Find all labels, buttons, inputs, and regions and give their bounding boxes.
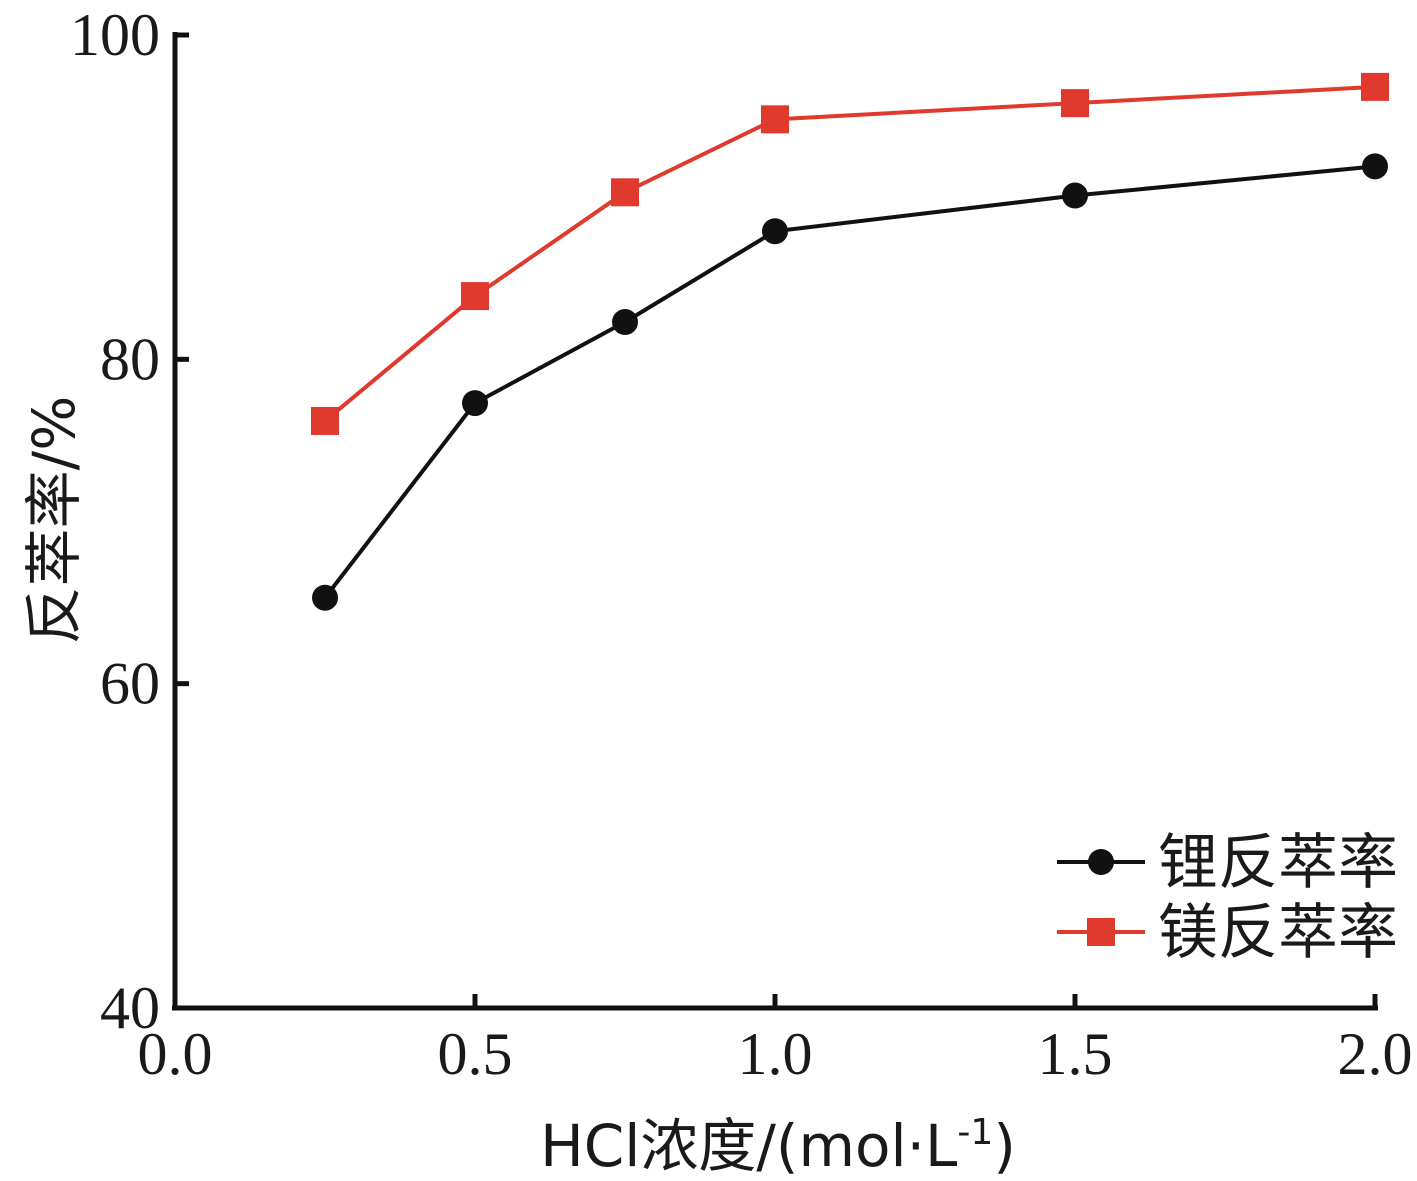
legend-item: 锂反萃率: [1057, 828, 1398, 898]
data-point: [462, 390, 488, 417]
series-line: [323, 84, 1376, 423]
y-axis-title: 反萃率/%: [20, 396, 88, 645]
data-point: [611, 178, 639, 207]
legend-label: 镁反萃率: [1158, 898, 1398, 968]
series-2: [311, 72, 1389, 435]
y-tick-label: 40: [100, 975, 160, 1041]
data-point: [1362, 153, 1388, 180]
x-axis-title-close: ): [993, 1112, 1016, 1180]
series-line: [323, 164, 1376, 599]
y-axis-ticks: 40 60 80 100: [70, 2, 189, 1041]
data-point: [612, 309, 638, 336]
x-axis-title-superscript: -1: [957, 1112, 993, 1153]
x-tick-label: 2.0: [1338, 1021, 1413, 1087]
data-point: [1062, 182, 1088, 209]
x-tick-label: 0.0: [138, 1021, 213, 1087]
x-tick-label: 1.0: [738, 1021, 813, 1087]
x-axis-ticks: 0.0 0.5 1.0 1.5 2.0: [138, 994, 1413, 1087]
plot-area: 0.0 0.5 1.0 1.5 2.0 40 60 80 100: [70, 2, 1413, 1087]
x-axis-title-main: HCl浓度/(mol·L: [540, 1112, 957, 1180]
x-tick-label: 0.5: [438, 1021, 513, 1087]
data-point: [1061, 89, 1089, 118]
y-tick-label: 60: [100, 651, 160, 717]
data-point: [312, 584, 338, 611]
y-tick-label: 100: [70, 2, 160, 68]
legend-marker: [1087, 918, 1115, 946]
data-point: [461, 282, 489, 311]
data-point: [311, 406, 339, 435]
legend-label: 锂反萃率: [1158, 828, 1398, 898]
series-layer: [311, 72, 1389, 611]
y-tick-label: 80: [100, 326, 160, 392]
x-axis-title: HCl浓度/(mol·L-1): [540, 1112, 1016, 1180]
legend-marker: [1088, 849, 1114, 875]
legend-item: 镁反萃率: [1057, 898, 1398, 968]
data-point: [1361, 72, 1389, 101]
data-point: [762, 218, 788, 245]
data-point: [761, 105, 789, 134]
x-tick-label: 1.5: [1038, 1021, 1113, 1087]
series-1: [312, 153, 1388, 611]
